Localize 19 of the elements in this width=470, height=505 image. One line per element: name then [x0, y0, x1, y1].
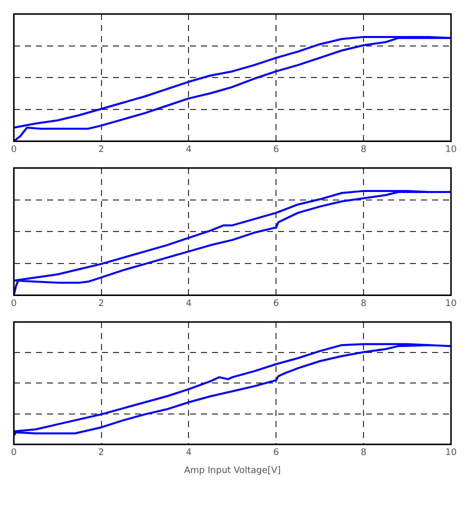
x-tick-label: 6 [273, 448, 280, 458]
x-tick-label: 0 [10, 144, 17, 155]
x-axis-title: Amp Input Voltage[V] [184, 466, 281, 476]
x-tick-label: 8 [360, 298, 367, 309]
x-tick-label: 8 [360, 144, 367, 155]
x-tick-label: 6 [273, 144, 280, 155]
x-tick-label: 4 [186, 448, 192, 458]
x-tick-label: 2 [98, 144, 104, 155]
x-tick-label: 10 [445, 144, 457, 155]
x-tick-label: 2 [98, 298, 104, 309]
x-tick-label: 0 [10, 448, 17, 458]
x-tick-label: 8 [360, 448, 367, 458]
x-tick-label: 4 [186, 298, 192, 309]
x-tick-label: 4 [186, 144, 192, 155]
x-tick-label: 10 [445, 448, 457, 458]
x-tick-label: 6 [273, 298, 280, 309]
x-tick-label: 10 [445, 298, 457, 309]
x-tick-label: 2 [98, 448, 104, 458]
x-tick-label: 0 [10, 298, 17, 309]
